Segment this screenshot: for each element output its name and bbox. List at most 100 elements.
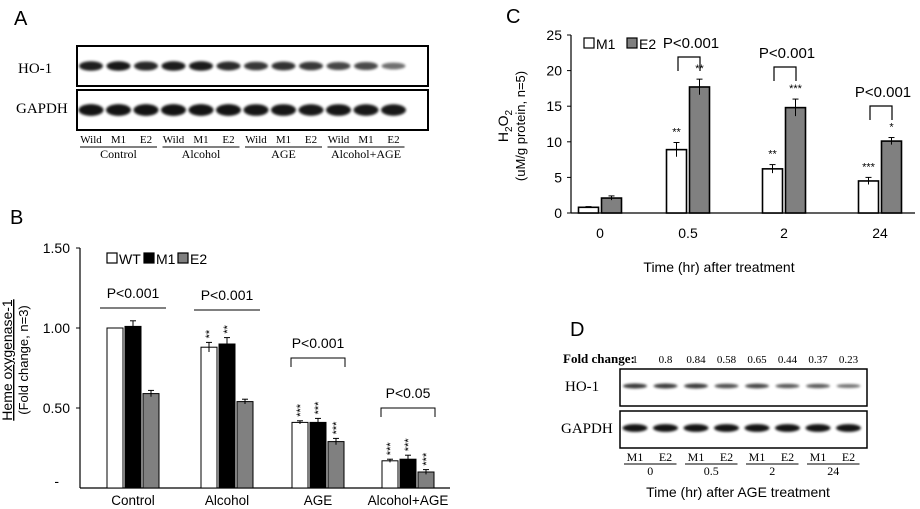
blot-d-ho1-band [684, 383, 708, 389]
panel-a-western-blot: A HO-1 GAPDH Wild M1 E2 Wild M1 E2 Wild M1 E2 Wil… [14, 8, 429, 161]
panel-label-a: A [14, 8, 28, 30]
chart-c-ylabel-sub-1: 2 [504, 126, 515, 132]
blot-d-gapdh-band [653, 424, 678, 432]
chart-b-annotation: P<0.05 [386, 385, 431, 401]
chart-b-annotation: P<0.001 [201, 287, 254, 303]
chart-b-bracket [290, 357, 346, 367]
chart-c-ytick-label: 15 [546, 98, 562, 114]
blot-d-fold-value: 0.44 [778, 354, 798, 366]
blot-d-time-label: 24 [827, 464, 839, 478]
blot-d-fold-value: 0.58 [717, 354, 737, 366]
blot-d-gapdh-band [744, 424, 770, 432]
blot-d-xlabel: Time (hr) after AGE treatment [646, 484, 830, 500]
chart-c-ylabel-o: O [495, 115, 511, 126]
blot-d-fold-value: 0.65 [747, 354, 767, 366]
blot-d-ho1-band [745, 383, 769, 389]
chart-b-bar [218, 343, 236, 489]
chart-c-bar [784, 106, 807, 214]
blot-d-lane-label: E2 [842, 450, 855, 464]
blot-d-bands [622, 383, 861, 432]
blot-a-ho1-band [106, 61, 131, 71]
chart-c-ylabel-line2: (uM/g protein, n=5) [513, 71, 528, 181]
chart-b-ytick-label: 1.00 [43, 320, 70, 336]
chart-c-category-label: 0 [596, 225, 604, 241]
panel-d-western-blot: D Fold change: 1 0.8 0.84 0.58 0.65 0.44 0.37 0… [561, 319, 868, 500]
blot-a-ho1-band [79, 61, 103, 71]
chart-c-bracket [869, 105, 893, 120]
blot-d-ho1-band [623, 383, 647, 389]
chart-c-category-label: 2 [780, 225, 788, 241]
blot-a-ho1-band [381, 62, 406, 70]
blot-a-lane-label: E2 [140, 134, 152, 146]
blot-a-ho1-band [326, 61, 351, 71]
chart-c-ytick-label: 10 [546, 134, 562, 150]
chart-c-legend-label: E2 [639, 36, 656, 52]
chart-c-annotation: P<0.001 [759, 45, 815, 62]
chart-c-significance-mark: * [889, 122, 894, 134]
chart-c-bar [600, 197, 623, 214]
chart-b-significance-mark: *** [331, 421, 343, 435]
blot-d-fold-values: 1 0.8 0.84 0.58 0.65 0.44 0.37 0.23 [632, 354, 858, 366]
blot-a-lane-label: Wild [328, 134, 350, 146]
blot-a-gapdh-band [188, 104, 214, 116]
blot-d-lane-label: E2 [659, 450, 672, 464]
blot-d-gapdh-band [714, 424, 739, 432]
chart-c-legend-label: M1 [596, 36, 616, 52]
blot-a-lane-labels: Wild M1 E2 Wild M1 E2 Wild M1 E2 Wild M1 E2 [80, 134, 399, 146]
chart-b-significance-mark: *** [421, 452, 433, 466]
blot-a-lane-label: M1 [111, 134, 126, 146]
blot-a-row-label-gapdh: GAPDH [16, 101, 68, 117]
chart-b-bar [200, 346, 218, 489]
chart-c-bar [761, 168, 784, 214]
blot-d-fold-value: 0.8 [659, 354, 673, 366]
blot-a-lane-label: E2 [387, 134, 399, 146]
blot-a-gapdh-band [353, 104, 379, 116]
chart-b-annotation: P<0.001 [107, 285, 160, 301]
chart-b-legend-swatch [143, 252, 155, 264]
blot-d-gapdh-band [683, 424, 709, 432]
chart-c-category-label: 24 [872, 225, 888, 241]
blot-d-lane-labels: M1 E2 M1 E2 M1 E2 M1 E2 0 0.5 2 24 [624, 450, 860, 478]
chart-c-ylabel-line1: H2O2 [495, 109, 515, 142]
chart-c-ytick-label: 5 [554, 169, 562, 185]
chart-b-bar [124, 325, 142, 489]
blot-a-ho1-band [189, 61, 213, 71]
chart-b-bar [142, 393, 160, 489]
blot-a-gapdh-band [271, 104, 296, 116]
blot-a-lane-label: M1 [276, 134, 291, 146]
panel-label-c: C [506, 6, 520, 28]
chart-b-significance-mark: ** [204, 329, 216, 338]
chart-c-significance-mark: ** [672, 127, 681, 139]
chart-b-category-label: Alcohol [205, 493, 249, 508]
blot-d-time-label: 0.5 [704, 464, 719, 478]
chart-b-ylabel-line2: (Fold change, n=3) [16, 305, 31, 414]
blot-a-lane-label: Wild [80, 134, 102, 146]
blot-d-ho1-band [714, 383, 739, 389]
blot-d-row-label-gapdh: GAPDH [561, 421, 613, 437]
blot-d-ho1-band [775, 383, 800, 389]
chart-b-significance-mark: *** [313, 401, 325, 415]
blot-d-fold-value: 1 [632, 354, 638, 366]
blot-d-ho1-band [836, 384, 861, 388]
blot-a-group-labels: Control Alcohol AGE Alcohol+AGE [80, 146, 405, 161]
blot-a-ho1-band [161, 61, 186, 71]
chart-c-significance-mark: *** [862, 161, 876, 173]
blot-a-ho1-band [244, 61, 268, 71]
blot-d-lane-label: M1 [627, 450, 644, 464]
blot-a-lane-label: Wild [245, 134, 267, 146]
chart-b-category-label: Alcohol+AGE [368, 493, 449, 508]
blot-a-ho1-band [216, 61, 241, 71]
chart-b-significance-mark: ** [222, 324, 234, 333]
chart-c-ytick-label: 20 [546, 63, 562, 79]
chart-c-category-label: 0.5 [678, 225, 698, 241]
blot-a-ho1-band [299, 61, 323, 71]
blot-d-fold-value: 0.84 [686, 354, 706, 366]
chart-b-ytick-label: 0.50 [43, 400, 70, 416]
blot-d-gapdh-band [836, 424, 861, 432]
blot-a-gapdh-band [298, 104, 324, 116]
blot-d-ho1-band [653, 383, 678, 389]
chart-c-bar [577, 206, 600, 214]
chart-c-significance-mark: *** [789, 83, 803, 95]
blot-a-lane-label: M1 [193, 134, 208, 146]
